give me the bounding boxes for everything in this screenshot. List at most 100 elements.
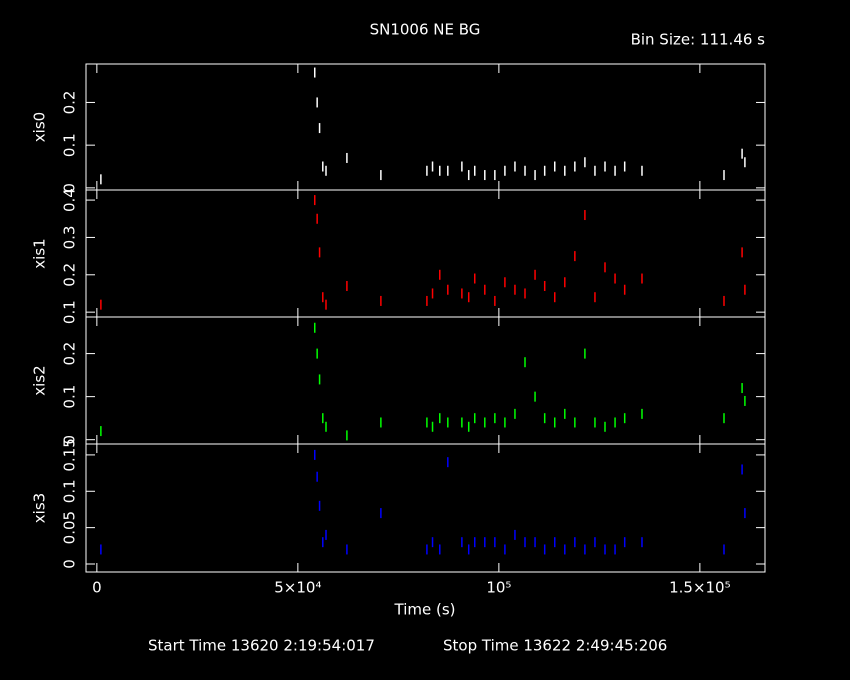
data-point [322, 537, 324, 548]
data-point [346, 152, 348, 163]
data-point [484, 170, 486, 181]
data-point [318, 247, 321, 258]
data-point [553, 292, 556, 303]
data-point [514, 161, 516, 172]
data-point [641, 273, 643, 284]
data-point [741, 464, 743, 475]
data-point [534, 269, 536, 280]
data-point [574, 251, 576, 262]
bin-size: Bin Size: 111.46 s [631, 31, 766, 49]
data-point [461, 417, 463, 428]
data-point [467, 170, 470, 181]
data-point [574, 417, 576, 428]
data-point [100, 299, 102, 310]
data-point [100, 544, 102, 555]
panel-frame [85, 189, 766, 318]
data-point [439, 544, 441, 555]
data-point [614, 165, 616, 176]
data-point [494, 413, 496, 424]
data-point [318, 123, 321, 134]
panel-frame [85, 316, 766, 445]
data-point [723, 170, 725, 181]
data-point [426, 165, 428, 176]
data-point [473, 413, 476, 424]
data-point [524, 165, 526, 176]
data-point [594, 417, 596, 428]
data-point [461, 288, 463, 299]
x-tick-label: 10⁵ [486, 579, 511, 597]
data-point [504, 165, 506, 176]
data-point [574, 161, 576, 172]
data-point [322, 413, 324, 424]
y-tick-label: 0.2 [61, 91, 79, 115]
data-point [380, 508, 382, 519]
data-point [723, 413, 725, 424]
data-point [473, 537, 476, 548]
data-point [484, 284, 486, 295]
data-point [346, 430, 348, 441]
chart-title: SN1006 NE BG [370, 21, 481, 39]
stop-time: Stop Time 13622 2:49:45:206 [443, 637, 667, 655]
data-point [584, 544, 586, 555]
data-point [313, 67, 316, 78]
data-point [524, 537, 526, 548]
y-tick-label: 0.2 [61, 263, 79, 287]
y-axis-label: xis0 [31, 112, 49, 142]
data-point [564, 408, 566, 419]
data-point [346, 280, 348, 291]
data-point [426, 544, 428, 555]
data-point [553, 417, 556, 428]
data-point [100, 426, 102, 437]
data-point [325, 299, 327, 310]
data-point [564, 277, 566, 288]
y-tick-label: 0.1 [61, 479, 79, 503]
data-point [623, 413, 626, 424]
data-point [439, 413, 441, 424]
data-point [534, 391, 536, 402]
panel-frame [85, 63, 766, 191]
data-point [494, 170, 496, 181]
data-point [439, 269, 441, 280]
data-point [584, 157, 586, 168]
data-point [744, 157, 746, 168]
data-point [467, 421, 470, 432]
data-point [594, 537, 596, 548]
data-point [504, 544, 506, 555]
data-point [574, 537, 576, 548]
data-point [313, 195, 316, 206]
data-point [447, 165, 449, 176]
data-point [322, 292, 324, 303]
data-point [426, 295, 428, 306]
y-tick-label: 0 [61, 183, 79, 193]
data-point [604, 262, 606, 273]
data-point [584, 210, 586, 221]
data-point [426, 417, 428, 428]
data-point [439, 165, 441, 176]
data-point [431, 288, 434, 299]
data-point [346, 544, 348, 555]
data-point [543, 280, 546, 291]
data-point [494, 295, 496, 306]
data-point [484, 417, 486, 428]
y-tick-label: 0.2 [61, 342, 79, 366]
data-point [564, 544, 566, 555]
data-point [623, 284, 626, 295]
x-tick-label: 1.5×10⁵ [669, 579, 731, 597]
start-time: Start Time 13620 2:19:54:017 [148, 637, 375, 655]
data-point [584, 348, 586, 359]
data-point [524, 357, 526, 368]
data-point [744, 508, 746, 519]
data-point [316, 97, 318, 108]
data-point [431, 421, 434, 432]
data-point [614, 417, 616, 428]
x-tick-label: 5×10⁴ [274, 579, 321, 597]
data-point [447, 457, 449, 468]
data-point [534, 170, 536, 181]
data-point [723, 544, 725, 555]
data-point [494, 537, 496, 548]
data-point [318, 500, 321, 511]
data-point [553, 537, 556, 548]
y-axis-label: xis1 [31, 238, 49, 268]
y-axis-label: xis3 [31, 493, 49, 523]
data-point [473, 273, 476, 284]
